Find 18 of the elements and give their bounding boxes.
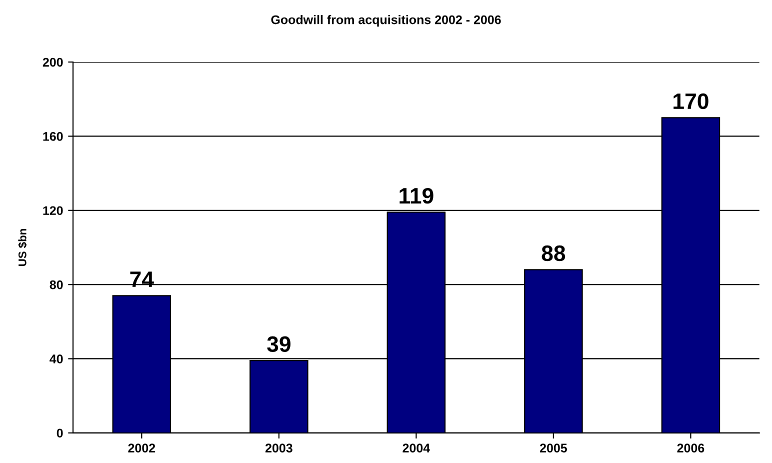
- chart-title: Goodwill from acquisitions 2002 - 2006: [271, 15, 501, 27]
- y-tick-label: 80: [50, 280, 63, 290]
- data-label: 74: [130, 272, 154, 287]
- x-tick-label: 2004: [402, 444, 430, 453]
- x-tick-label: 2003: [265, 444, 292, 453]
- y-tick-label: 40: [50, 354, 63, 364]
- y-tick-label: 0: [56, 428, 63, 438]
- data-label: 170: [674, 93, 708, 110]
- x-tick-label: 2006: [677, 444, 704, 453]
- data-label: 88: [542, 245, 566, 262]
- y-tick-label: 120: [43, 206, 63, 216]
- data-label: 119: [400, 188, 434, 204]
- x-tick-label: 2005: [540, 444, 568, 453]
- data-label: 39: [267, 336, 290, 352]
- y-axis-title: US $bn: [18, 229, 28, 266]
- y-tick-label: 160: [43, 132, 63, 141]
- y-tick-label: 200: [42, 58, 63, 67]
- x-tick-label: 2002: [128, 444, 156, 453]
